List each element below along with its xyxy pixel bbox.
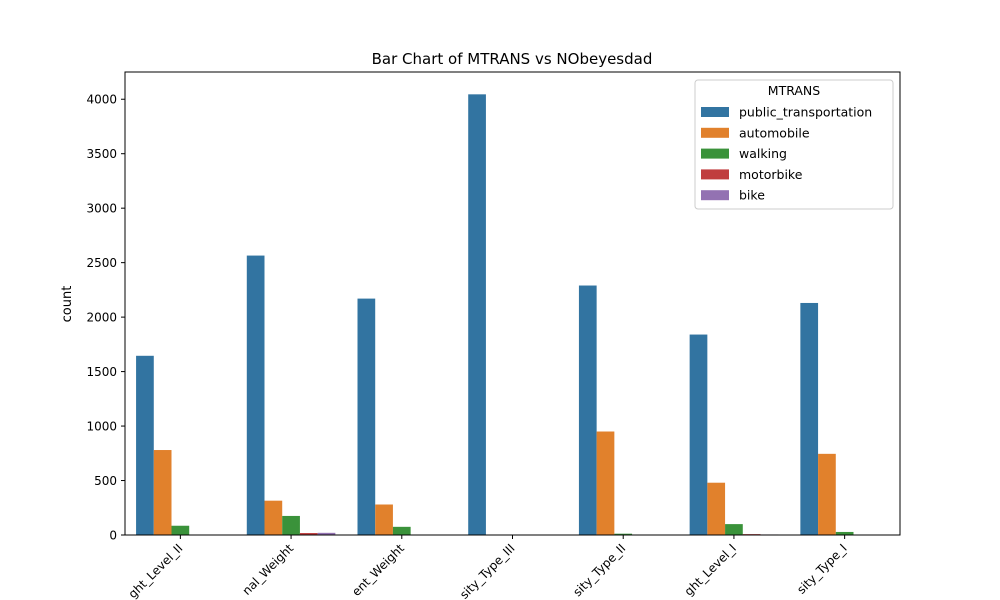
legend-label-walking: walking [739, 146, 787, 161]
bar-public_transportation-0 [136, 355, 154, 535]
legend-swatch-automobile [701, 127, 729, 138]
legend-swatch-public_transportation [701, 107, 729, 117]
bars-group [136, 94, 889, 535]
y-tick-label: 3500 [86, 147, 117, 161]
bar-automobile-1 [264, 500, 283, 535]
legend: MTRANS public_transportation automobile wal… [694, 79, 894, 210]
legend-title: MTRANS [768, 83, 821, 98]
bar-automobile-2 [375, 504, 393, 535]
x-tick-label: sity_Type_I [794, 541, 850, 597]
bar-walking-2 [392, 526, 411, 535]
x-axis: ght_Level_II nal_Weight ent_Weight sity_Typ… [126, 535, 850, 600]
y-axis-label: count [60, 286, 75, 323]
y-tick-label: 2000 [86, 311, 117, 325]
y-tick-label: 3000 [86, 202, 117, 216]
bar-walking-6 [835, 531, 854, 535]
x-tick-label: ght_Level_II [126, 541, 186, 600]
legend-box [694, 79, 894, 210]
bar-public_transportation-2 [357, 298, 376, 535]
bar-public_transportation-3 [468, 94, 486, 535]
y-tick-label: 1000 [86, 420, 117, 434]
bar-motorbike-1 [299, 533, 318, 535]
x-tick-label: sity_Type_III [457, 541, 518, 600]
plot-frame [124, 71, 901, 536]
legend-swatch-walking [701, 148, 729, 159]
bar-public_transportation-6 [800, 302, 819, 535]
x-tick-label: ght_Level_I [682, 541, 739, 598]
x-tick-label: sity_Type_II [570, 541, 628, 599]
chart-title: Bar Chart of MTRANS vs NObeyesdad [372, 50, 653, 68]
bar-automobile-0 [153, 450, 172, 535]
y-tick-label: 0 [109, 529, 117, 543]
legend-label-public_transportation: public_transportation [739, 105, 872, 120]
bar-automobile-6 [818, 453, 836, 535]
legend-label-bike: bike [739, 188, 765, 203]
bar-bike-1 [317, 532, 336, 535]
bar-public_transportation-1 [246, 255, 265, 535]
bar-walking-5 [725, 524, 743, 535]
y-tick-label: 2500 [86, 256, 117, 270]
bar-walking-0 [171, 525, 190, 535]
legend-label-automobile: automobile [739, 125, 810, 140]
x-tick-label: ent_Weight [349, 541, 407, 599]
legend-label-motorbike: motorbike [739, 167, 803, 182]
bar-automobile-5 [707, 482, 726, 535]
y-tick-label: 1500 [86, 365, 117, 379]
y-tick-label: 500 [94, 474, 117, 488]
bar-walking-4 [614, 533, 633, 535]
legend-swatch-motorbike [701, 169, 729, 180]
bar-walking-1 [282, 515, 300, 535]
y-axis: 0 500 1000 1500 2000 2500 3000 3500 4000 [86, 93, 125, 543]
legend-swatch-bike [701, 190, 729, 201]
bar-public_transportation-5 [689, 334, 708, 535]
y-tick-label: 4000 [86, 93, 117, 107]
x-tick-label: nal_Weight [240, 541, 297, 598]
bar-automobile-4 [596, 431, 615, 535]
bar-public_transportation-4 [578, 285, 597, 535]
